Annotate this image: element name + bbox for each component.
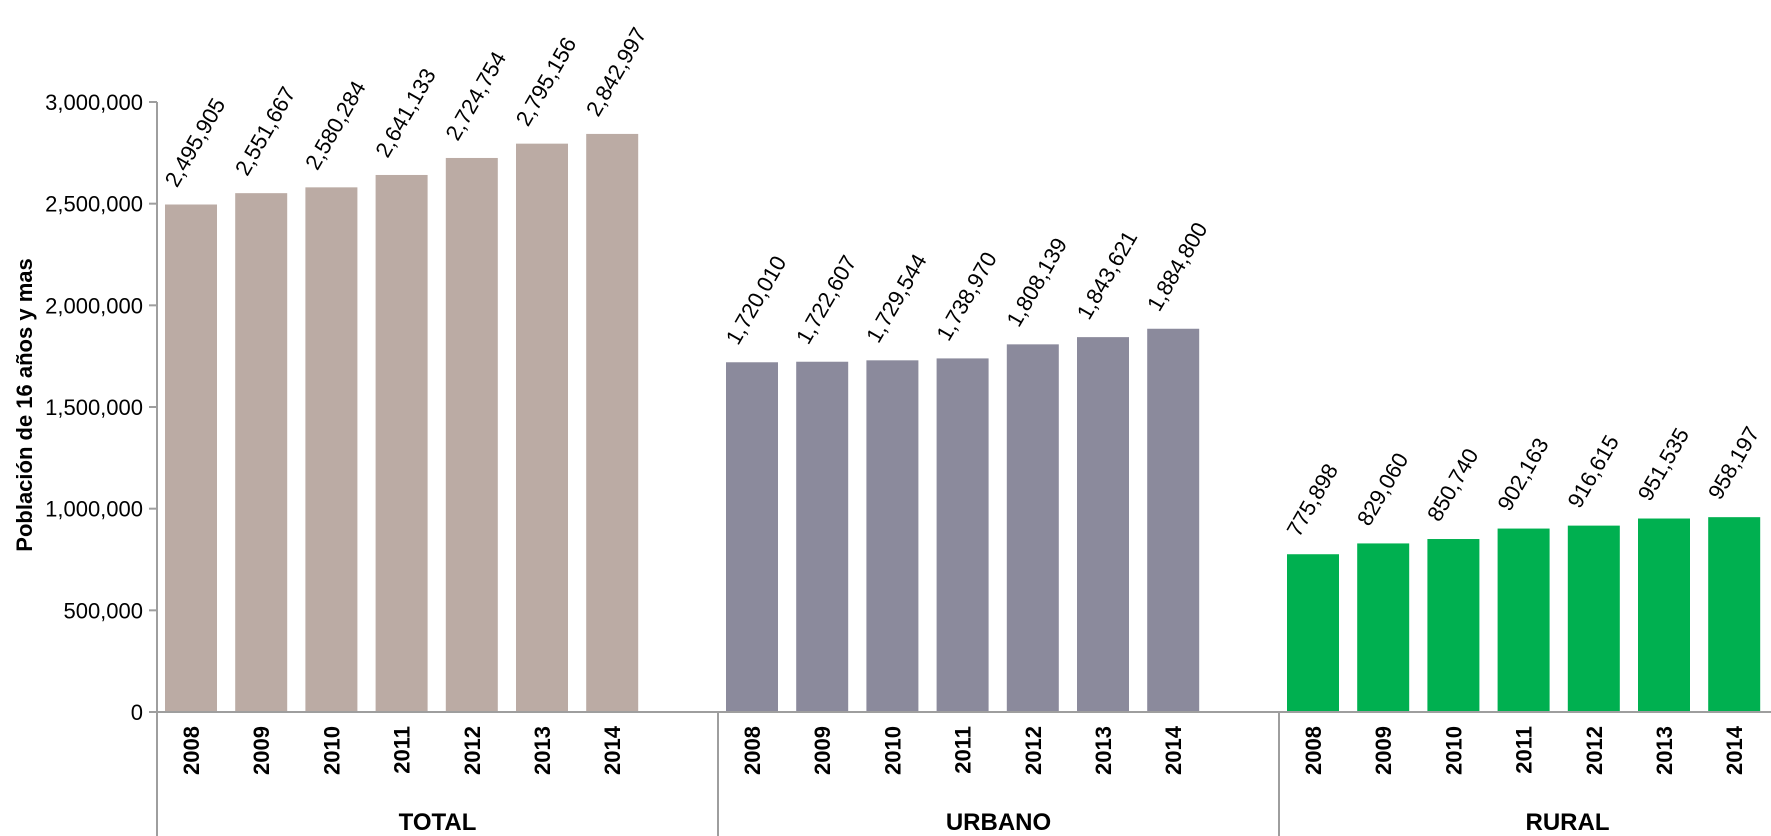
x-tick-label: 2008 xyxy=(1301,726,1326,775)
data-label: 1,808,139 xyxy=(1001,234,1072,331)
x-tick-label: 2013 xyxy=(1091,726,1116,775)
x-tick-label: 2011 xyxy=(390,726,415,774)
y-tick-label: 0 xyxy=(131,700,143,725)
x-tick-label: 2010 xyxy=(880,726,905,775)
data-label: 1,884,800 xyxy=(1142,218,1213,315)
bar xyxy=(1427,539,1480,712)
bar xyxy=(445,157,498,713)
y-tick-label: 500,000 xyxy=(63,598,143,623)
x-tick-label: 2009 xyxy=(1371,726,1396,775)
data-label: 1,843,621 xyxy=(1072,226,1143,323)
data-label: 2,580,284 xyxy=(300,77,371,174)
x-tick-label: 2011 xyxy=(951,726,976,774)
data-label: 2,641,133 xyxy=(370,64,441,161)
data-label: 1,729,544 xyxy=(861,250,932,347)
data-label: 902,163 xyxy=(1492,434,1553,515)
x-tick-label: 2013 xyxy=(1652,726,1677,775)
group-label: RURAL xyxy=(1526,809,1610,836)
x-tick-label: 2009 xyxy=(810,726,835,775)
data-label: 2,795,156 xyxy=(511,33,582,130)
x-tick-label: 2014 xyxy=(1161,725,1186,775)
bar xyxy=(375,174,428,713)
group-label: URBANO xyxy=(946,809,1051,836)
bar xyxy=(1077,337,1129,712)
x-tick-label: 2012 xyxy=(1021,726,1046,775)
y-axis-title: Población de 16 años y mas xyxy=(12,258,37,551)
x-tick-label: 2009 xyxy=(249,726,274,775)
bar xyxy=(305,187,358,712)
x-tick-label: 2012 xyxy=(1582,726,1607,775)
bar xyxy=(1006,344,1059,712)
bar xyxy=(1357,543,1410,712)
bar xyxy=(796,361,849,712)
bar xyxy=(165,204,217,712)
data-label: 1,720,010 xyxy=(721,252,792,349)
bar xyxy=(1147,328,1200,712)
x-tick-label: 2014 xyxy=(1722,725,1747,775)
bar xyxy=(1638,518,1690,712)
data-label: 829,060 xyxy=(1352,449,1413,530)
y-axis: 0 500,000 1,000,000 1,500,000 2,000,000 2,500… xyxy=(45,90,158,725)
x-tick-label: 2010 xyxy=(1441,726,1466,775)
bar xyxy=(726,362,778,712)
x-tick-label: 2010 xyxy=(319,726,344,775)
y-tick-label: 3,000,000 xyxy=(45,90,143,115)
data-label: 2,724,754 xyxy=(440,47,511,144)
x-tick-label: 2014 xyxy=(600,725,625,775)
data-label: 2,842,997 xyxy=(581,23,652,120)
data-label: 850,740 xyxy=(1422,444,1483,525)
bar xyxy=(1287,554,1339,712)
y-tick-label: 2,500,000 xyxy=(45,192,143,217)
x-axis: 2008 2009 2010 2011 2012 2013 2014 TOTAL 2008 200… xyxy=(156,711,1771,836)
bar xyxy=(586,133,639,712)
x-tick-label: 2013 xyxy=(530,726,555,775)
bar xyxy=(1497,528,1550,712)
data-label: 1,722,607 xyxy=(791,251,862,348)
data-label: 951,535 xyxy=(1633,424,1694,505)
data-label: 958,197 xyxy=(1703,422,1764,503)
bar xyxy=(516,143,568,712)
x-tick-label: 2012 xyxy=(460,726,485,775)
bar xyxy=(235,193,288,713)
y-tick-label: 2,000,000 xyxy=(45,293,143,318)
data-label: 2,551,667 xyxy=(230,82,301,179)
data-label: 2,495,905 xyxy=(160,94,231,191)
y-tick-label: 1,500,000 xyxy=(45,395,143,420)
bar xyxy=(936,358,989,712)
data-label: 1,738,970 xyxy=(931,248,1002,345)
data-label: 916,615 xyxy=(1562,431,1623,512)
data-label: 775,898 xyxy=(1282,459,1343,540)
bars xyxy=(165,133,1761,713)
bar xyxy=(1567,525,1620,712)
group-label: TOTAL xyxy=(399,809,477,836)
y-tick-label: 1,000,000 xyxy=(45,497,143,522)
bar xyxy=(866,360,919,712)
bar xyxy=(1708,517,1761,712)
x-tick-label: 2008 xyxy=(740,726,765,775)
x-tick-label: 2011 xyxy=(1512,726,1537,774)
x-tick-label: 2008 xyxy=(179,726,204,775)
